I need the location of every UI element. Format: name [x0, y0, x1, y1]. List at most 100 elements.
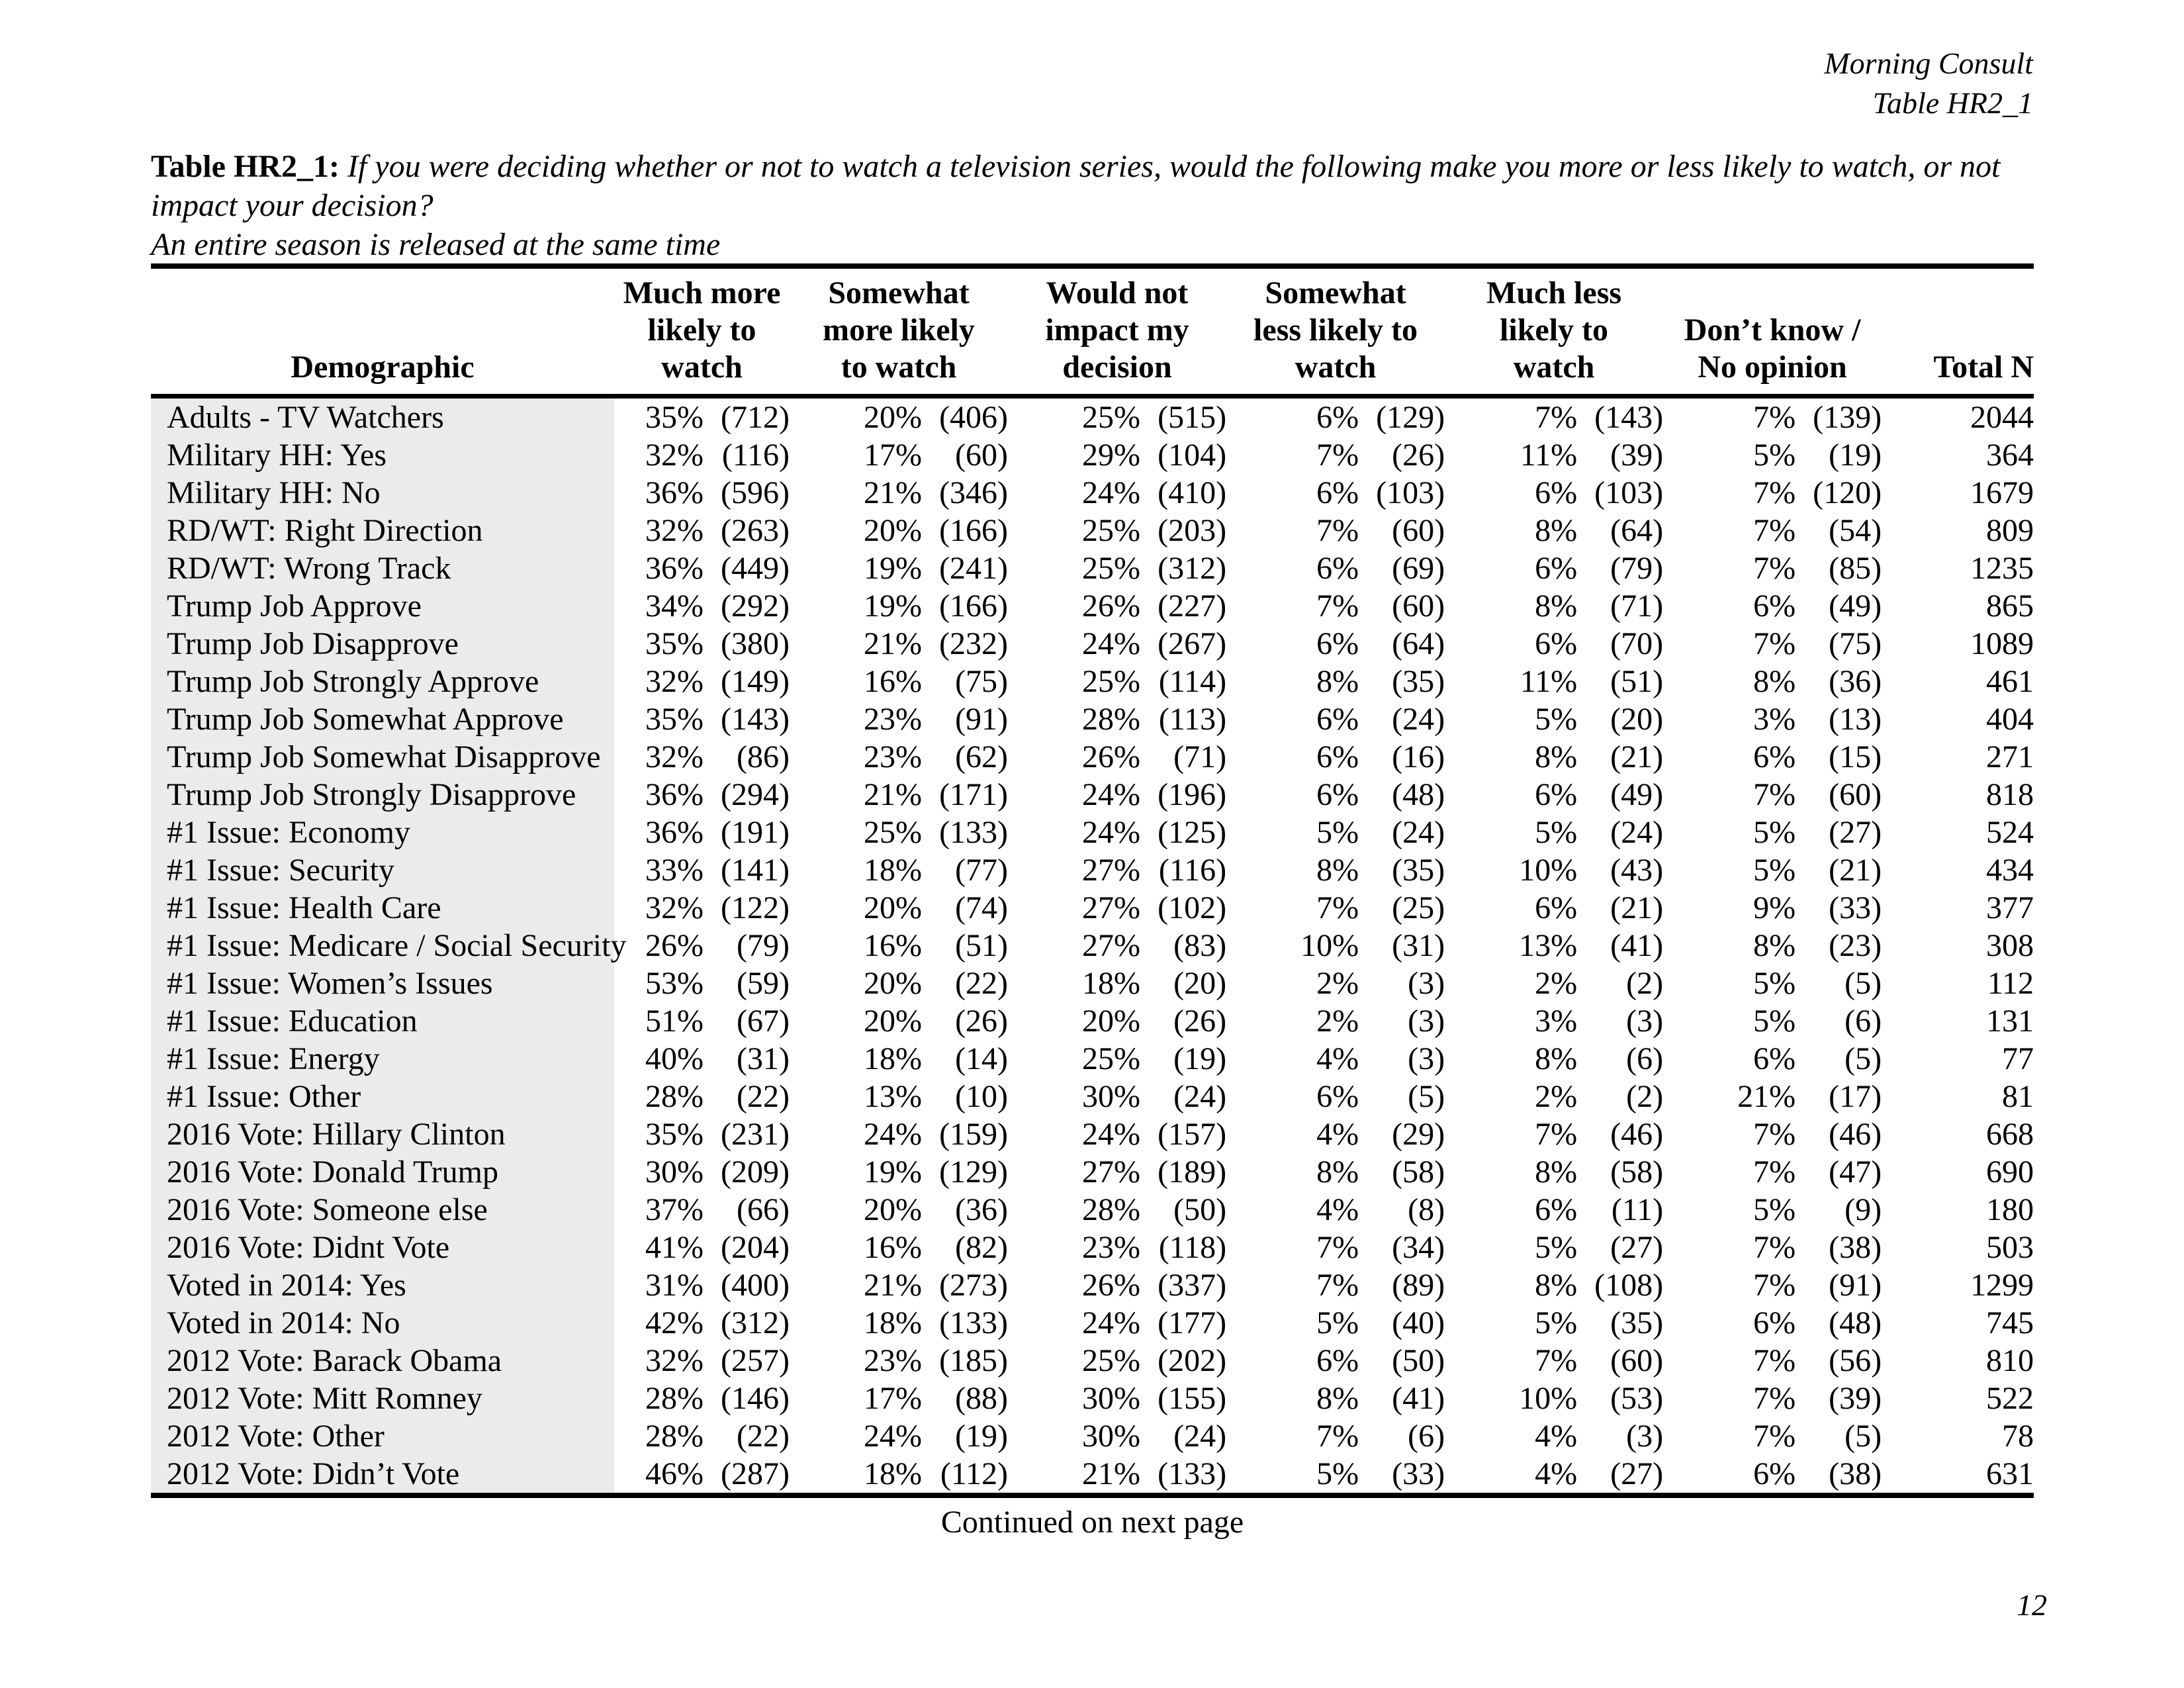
row-cell: (21)	[1829, 852, 1882, 888]
row-cell: 36%	[645, 776, 704, 812]
table-row: #1 Issue: Health Care 32% (122) 20% (74)…	[151, 888, 2034, 927]
data-table: Demographic Much more likely to watch So…	[151, 263, 2034, 1498]
row-cell: 34%	[645, 588, 704, 624]
row-cell: (116)	[721, 437, 790, 473]
table-row: Trump Job Strongly Approve 32% (149) 16%…	[151, 662, 2034, 700]
table-row: Adults - TV Watchers 35% (712) 20% (406)…	[151, 396, 2034, 436]
row-cell-total: 81	[2002, 1078, 2034, 1114]
row-demographic: #1 Issue: Economy	[151, 813, 614, 851]
row-demographic: RD/WT: Wrong Track	[151, 549, 614, 587]
row-cell: 7%	[1753, 475, 1796, 510]
row-cell: 20%	[864, 1192, 923, 1227]
table-title-block: Table HR2_1: If you were deciding whethe…	[151, 147, 2034, 264]
row-cell-total: 524	[1986, 814, 2034, 850]
row-cell: 21%	[864, 475, 923, 510]
row-cell: (108)	[1594, 1267, 1664, 1303]
row-demographic: 2012 Vote: Other	[151, 1417, 614, 1455]
row-cell: 8%	[1535, 512, 1578, 548]
row-cell: 21%	[864, 776, 923, 812]
col-header-would-not-impact: Would not impact my decision	[1008, 263, 1227, 399]
row-cell: (22)	[737, 1418, 790, 1454]
row-cell: (143)	[1594, 399, 1664, 435]
row-cell: 6%	[1535, 1192, 1578, 1227]
row-cell: (113)	[1158, 701, 1227, 737]
row-cell: (46)	[1829, 1116, 1882, 1152]
row-cell: 18%	[864, 852, 923, 888]
row-cell: 30%	[645, 1154, 704, 1190]
row-cell: 6%	[1316, 626, 1359, 661]
row-cell: (20)	[1610, 701, 1664, 737]
row-cell: 32%	[645, 663, 704, 699]
row-cell: 7%	[1753, 626, 1796, 661]
row-cell: (5)	[1844, 1041, 1882, 1076]
row-cell: (189)	[1158, 1154, 1227, 1190]
row-demographic: 2016 Vote: Didnt Vote	[151, 1228, 614, 1266]
row-cell: 4%	[1316, 1116, 1359, 1152]
row-cell: (24)	[1173, 1078, 1227, 1114]
table-row: Trump Job Somewhat Disapprove 32% (86) 2…	[151, 737, 2034, 776]
row-cell: (82)	[955, 1229, 1009, 1265]
row-cell: 30%	[1082, 1380, 1141, 1416]
table-row: 2012 Vote: Didn’t Vote 46% (287) 18% (11…	[151, 1454, 2034, 1498]
row-cell: 33%	[645, 852, 704, 888]
row-cell: (171)	[939, 776, 1009, 812]
row-cell: 6%	[1753, 1041, 1796, 1076]
row-demographic: 2012 Vote: Barack Obama	[151, 1341, 614, 1380]
row-cell: 10%	[1519, 852, 1578, 888]
row-cell: 8%	[1535, 1041, 1578, 1076]
row-cell: (56)	[1829, 1342, 1882, 1378]
row-cell: (31)	[1392, 927, 1445, 963]
row-cell: (86)	[737, 739, 790, 774]
row-cell-total: 631	[1882, 1454, 2034, 1498]
row-cell: (3)	[1626, 1003, 1664, 1039]
row-cell: 2%	[1535, 1078, 1578, 1114]
row-cell: 13%	[1519, 927, 1578, 963]
col-header-total-n: Total N	[1882, 263, 2034, 399]
row-demographic: #1 Issue: Other	[151, 1077, 614, 1115]
row-cell: (59)	[737, 965, 790, 1001]
row-cell: 23%	[1082, 1229, 1141, 1265]
row-cell: 18%	[864, 1305, 923, 1340]
row-cell: (166)	[939, 512, 1009, 548]
table-row: RD/WT: Wrong Track 36% (449) 19% (241) 2…	[151, 549, 2034, 587]
row-cell: (3)	[1408, 1041, 1445, 1076]
row-cell: (64)	[1610, 512, 1664, 548]
table-body: Adults - TV Watchers 35% (712) 20% (406)…	[151, 396, 2034, 1498]
row-cell: 32%	[645, 890, 704, 925]
row-cell: (102)	[1158, 890, 1227, 925]
row-cell: 16%	[864, 1229, 923, 1265]
row-cell: 6%	[1316, 776, 1359, 812]
table-row: 2016 Vote: Didnt Vote 41% (204) 16% (82)…	[151, 1228, 2034, 1266]
row-cell: (712)	[721, 399, 790, 435]
row-cell: (241)	[939, 550, 1009, 586]
row-cell: (69)	[1392, 550, 1445, 586]
row-cell: (64)	[1392, 626, 1445, 661]
row-cell: 32%	[645, 1342, 704, 1378]
col-header-much-more-likely: Much more likely to watch	[614, 263, 790, 399]
row-cell: 5%	[1316, 1305, 1359, 1340]
row-cell: (400)	[721, 1267, 790, 1303]
row-cell: 6%	[1535, 626, 1578, 661]
row-cell: (51)	[1610, 663, 1664, 699]
row-cell: (143)	[721, 701, 790, 737]
row-cell: (410)	[1158, 475, 1227, 510]
row-cell: (58)	[1610, 1154, 1664, 1190]
row-cell: (103)	[1376, 475, 1445, 510]
row-cell: (294)	[721, 776, 790, 812]
row-cell: 2%	[1316, 965, 1359, 1001]
table-subtitle: An entire season is released at the same…	[151, 227, 721, 262]
row-cell: 10%	[1300, 927, 1359, 963]
row-cell: (267)	[1158, 626, 1227, 661]
row-cell: 42%	[645, 1305, 704, 1340]
row-cell: 32%	[645, 437, 704, 473]
row-cell: (380)	[721, 626, 790, 661]
row-cell: 6%	[1753, 588, 1796, 624]
table-row: Voted in 2014: No 42% (312) 18% (133) 24…	[151, 1303, 2034, 1342]
row-cell: 5%	[1753, 852, 1796, 888]
row-cell: (38)	[1796, 1454, 1882, 1498]
row-cell: 36%	[645, 475, 704, 510]
row-cell: 30%	[1082, 1418, 1141, 1454]
row-cell: 11%	[1520, 663, 1578, 699]
row-cell: (19)	[1829, 437, 1882, 473]
row-cell: (515)	[1158, 399, 1227, 435]
